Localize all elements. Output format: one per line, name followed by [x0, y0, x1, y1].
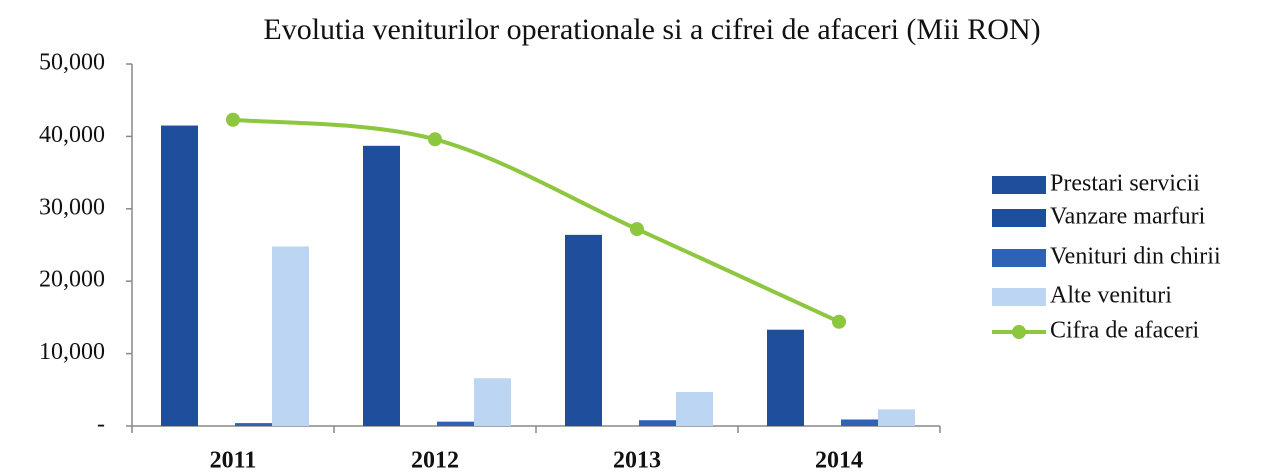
- bar: [767, 329, 804, 426]
- line-point: [630, 222, 644, 237]
- y-tick-label: 20,000: [39, 267, 105, 293]
- legend-label: Cifra de afaceri: [1050, 318, 1200, 344]
- legend-label: Venituri din chirii: [1050, 244, 1221, 270]
- x-tick-label: 2011: [210, 448, 257, 471]
- bar: [841, 419, 878, 426]
- bar: [676, 391, 713, 426]
- x-tick-label: 2012: [411, 448, 459, 471]
- y-tick-label: 30,000: [39, 194, 105, 220]
- line: [232, 117, 840, 324]
- legend-point: [1012, 325, 1026, 339]
- legend-swatch: [992, 249, 1046, 267]
- bar: [437, 421, 474, 426]
- chart-title: Evolutia veniturilor operationale si a c…: [263, 13, 1040, 46]
- bar: [235, 423, 272, 426]
- bar: [878, 409, 915, 426]
- bar: [474, 378, 511, 426]
- line-point: [226, 112, 240, 127]
- line-point: [832, 314, 846, 329]
- bar: [272, 246, 309, 426]
- y-tick-label: 50,000: [39, 50, 105, 76]
- x-tick-label: 2013: [613, 448, 661, 471]
- y-tick-label: 40,000: [39, 122, 105, 148]
- line-point: [428, 132, 442, 147]
- legend-swatch: [992, 288, 1046, 306]
- bar: [639, 420, 676, 426]
- x-tick-label: 2014: [815, 448, 863, 471]
- legend-swatch: [992, 209, 1046, 227]
- legend-swatch: [992, 176, 1046, 194]
- bar: [363, 145, 400, 426]
- y-tick-label: 10,000: [39, 339, 105, 365]
- legend-label: Alte venituri: [1050, 283, 1172, 309]
- y-tick-label: -: [97, 412, 105, 438]
- bar: [565, 234, 602, 426]
- bar: [161, 125, 198, 426]
- legend-label: Vanzare marfuri: [1050, 204, 1206, 230]
- legend-label: Prestari servicii: [1050, 171, 1200, 197]
